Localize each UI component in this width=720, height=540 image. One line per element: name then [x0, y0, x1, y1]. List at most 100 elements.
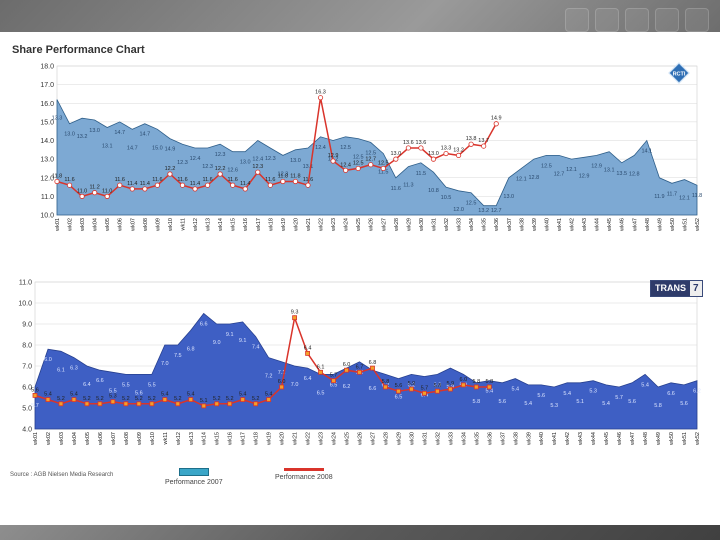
data-label-2007: 12.9 — [579, 173, 590, 179]
data-label-2008: 5.4 — [239, 392, 247, 398]
bottom-chart: 4.0 5.0 6.0 7.0 8.0 9.0 10.0 11.0 5.7 6.0 6.1 6.3 6.… — [18, 280, 701, 446]
x-tick-label: wk14 — [218, 218, 224, 232]
data-point-2008 — [331, 378, 336, 384]
data-label-2008: 5.9 — [408, 381, 416, 387]
data-point-2008 — [242, 186, 248, 192]
data-label-2007: 10.8 — [428, 188, 439, 194]
data-label-2007: 5.4 — [485, 389, 493, 395]
x-tick-label: wk19 — [281, 218, 287, 232]
data-point-2008 — [330, 158, 336, 164]
data-label-2008: 14.9 — [491, 116, 502, 122]
data-label-2007: 13.0 — [89, 128, 100, 134]
data-label-2008: 5.2 — [213, 396, 221, 402]
x-tick-label: wk37 — [500, 432, 506, 446]
data-label-2008: 6.0 — [278, 379, 286, 385]
x-tick-label: wk30 — [419, 218, 425, 232]
data-label-2008: 5.2 — [57, 396, 65, 402]
x-tick-label: wk17 — [241, 432, 247, 446]
data-label-2007: 5.4 — [641, 382, 649, 388]
data-point-2008 — [255, 169, 261, 175]
data-label-2007: 7.0 — [291, 382, 299, 388]
y-tick-label: 14.0 — [40, 138, 54, 145]
data-label-2007: 15.0 — [152, 145, 163, 151]
x-tick-label: wk28 — [383, 432, 389, 446]
data-point-2008 — [66, 182, 73, 188]
data-label-2007: 5.1 — [576, 399, 584, 405]
data-label-2007: 13.0 — [240, 160, 251, 166]
data-label-2007: 11.5 — [378, 170, 388, 176]
data-label-2008: 6.8 — [369, 360, 377, 366]
data-label-2008: 13.2 — [453, 147, 464, 153]
x-tick-label: wk20 — [280, 432, 286, 446]
x-tick-label: wk35 — [474, 432, 480, 446]
data-label-2007: 5.6 — [537, 393, 545, 399]
data-point-2008 — [396, 388, 401, 394]
data-label-2008: 11.4 — [140, 181, 150, 187]
data-point-2008 — [162, 397, 168, 402]
x-tick-label: wk33 — [457, 218, 463, 232]
x-tick-label: wk46 — [620, 218, 626, 232]
data-label-2008: 11.6 — [303, 177, 313, 183]
page-title: Share Performance Chart — [12, 44, 145, 56]
data-label-2007: 5.6 — [680, 401, 688, 407]
trans7-logo: TRANS 7 — [650, 280, 703, 297]
legend-swatch-2007 — [178, 468, 209, 476]
data-point-2008 — [97, 401, 103, 407]
y-tick-label: 18.0 — [40, 64, 54, 71]
data-label-2007: 12.5 — [541, 163, 552, 169]
x-tick-label: wk35 — [482, 218, 488, 232]
x-tick-label: wk26 — [358, 432, 364, 446]
data-point-2008 — [136, 401, 142, 407]
data-point-2008 — [32, 393, 38, 398]
data-label-2008: 6.4 — [304, 345, 312, 351]
y-tick-label: 17.0 — [40, 82, 54, 89]
data-point-2008 — [104, 193, 110, 199]
x-tick-label: wk34 — [461, 432, 467, 446]
data-label-2008: 13.8 — [466, 136, 477, 142]
data-label-2008: 5.6 — [31, 387, 39, 393]
x-tick-label: wk38 — [519, 218, 525, 232]
data-point-2008 — [58, 401, 64, 407]
x-tick-label: wk21 — [306, 218, 312, 232]
x-tick-label: wk10 — [168, 218, 174, 232]
data-label-2007: 5.7 — [31, 403, 39, 409]
data-label-2008: 5.2 — [83, 396, 91, 402]
data-point-2008 — [481, 143, 487, 149]
y-tick-label: 9.0 — [22, 322, 32, 329]
data-point-2008 — [383, 384, 388, 390]
data-label-2008: 5.4 — [161, 392, 169, 398]
series-2007-area — [56, 99, 698, 216]
data-label-2008: 12.4 — [340, 162, 351, 168]
data-label-2008: 5.9 — [447, 381, 455, 387]
data-label-2007: 12.1 — [516, 176, 527, 182]
data-label-2008: 5.4 — [265, 392, 273, 398]
data-label-2007: 6.6 — [369, 386, 377, 392]
x-tick-label: wk29 — [406, 218, 412, 232]
x-tick-label: wk29 — [396, 432, 402, 446]
data-label-2007: 11.3 — [403, 183, 413, 189]
x-tick-label: wk18 — [268, 218, 274, 232]
legend-swatch-2008 — [283, 468, 324, 471]
data-label-2007: 11.6 — [391, 186, 401, 192]
bg-square — [625, 8, 649, 32]
data-label-2008: 11.6 — [177, 177, 187, 183]
data-label-2008: 13.6 — [403, 140, 414, 146]
x-tick-label: wk41 — [557, 218, 563, 232]
y-tick-label: 8.0 — [22, 343, 32, 350]
data-label-2008: 5.8 — [382, 379, 390, 385]
data-point-2008 — [317, 95, 324, 101]
data-label-2007: 14.7 — [114, 130, 125, 136]
data-label-2008: 11.6 — [202, 177, 212, 183]
data-label-2008: 5.3 — [109, 394, 117, 400]
x-tick-label: wk45 — [607, 218, 613, 232]
data-label-2008: 16.3 — [315, 90, 326, 96]
x-tick-label: wk04 — [93, 218, 99, 232]
data-label-2007: 6.8 — [187, 346, 195, 352]
y-tick-label: 10.0 — [40, 213, 54, 220]
data-label-2007: 13.3 — [52, 116, 63, 122]
x-tick-label: wk39 — [526, 432, 532, 446]
data-label-2008: 5.2 — [252, 396, 260, 402]
data-label-2008: 5.2 — [174, 396, 182, 402]
x-tick-label: wk14 — [202, 432, 208, 446]
data-label-2007: 9.1 — [239, 338, 247, 344]
